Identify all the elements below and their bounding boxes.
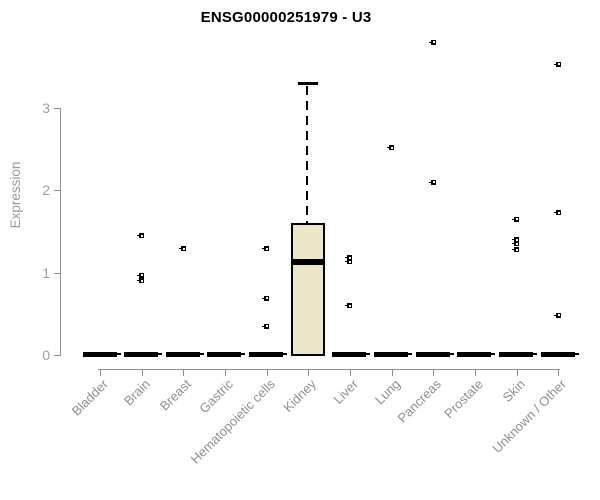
zero-bar [82, 351, 121, 357]
x-tick [391, 370, 393, 376]
y-tick [54, 190, 60, 192]
outlier-point [262, 246, 270, 252]
outlier-point [345, 255, 353, 261]
y-tick [54, 272, 60, 274]
whisker-cap [298, 82, 319, 85]
x-tick-label: Prostate [441, 376, 486, 422]
zero-bar [332, 351, 371, 357]
outlier-point [137, 278, 145, 284]
x-tick [266, 370, 268, 376]
outlier-point [345, 303, 353, 309]
zero-bar [499, 351, 538, 357]
x-tick [558, 370, 560, 376]
outlier-point [428, 39, 436, 45]
zero-bar [207, 351, 246, 357]
x-tick-label: Unknown / Other [489, 376, 570, 456]
chart-title: ENSG00000251979 - U3 [200, 9, 372, 26]
zero-bar [124, 351, 163, 357]
x-tick [349, 370, 351, 376]
x-tick-label: Kidney [280, 376, 320, 416]
y-tick-label: 0 [42, 347, 50, 363]
zero-bar [165, 351, 204, 357]
outlier-point [178, 246, 186, 252]
outlier-point [137, 272, 145, 278]
outlier-point [512, 216, 520, 222]
outlier-point [553, 312, 561, 318]
outlier-point [553, 61, 561, 67]
zero-bar [457, 351, 496, 357]
x-tick [516, 370, 518, 376]
x-tick [141, 370, 143, 376]
x-tick-label: Lung [371, 376, 403, 408]
x-tick [474, 370, 476, 376]
zero-bar [415, 351, 454, 357]
outlier-point [262, 295, 270, 301]
boxplot-box [291, 223, 326, 357]
x-tick [308, 370, 310, 376]
outlier-point [387, 145, 395, 151]
outlier-point [553, 210, 561, 216]
y-tick [54, 108, 60, 109]
boxplot-median [291, 258, 326, 265]
outlier-point [512, 241, 520, 247]
outlier-point [137, 233, 145, 239]
zero-bar [540, 351, 579, 357]
x-tick-label: Brain [120, 376, 153, 409]
y-tick-label: 3 [42, 100, 50, 116]
outlier-point [512, 247, 520, 253]
zero-bar [249, 351, 288, 357]
outlier-point [512, 237, 520, 243]
outlier-point [262, 323, 270, 329]
y-tick-label: 2 [42, 182, 50, 199]
boxplot-whisker [306, 86, 309, 224]
x-tick [183, 370, 185, 376]
x-tick-label: Gastric [196, 376, 236, 417]
x-tick [224, 370, 226, 376]
x-tick-label: Hematopoietic cells [187, 376, 278, 467]
x-axis-line [98, 369, 561, 370]
x-tick-label: Bladder [68, 376, 111, 419]
x-tick [100, 370, 101, 376]
outlier-point [428, 179, 436, 185]
x-tick [433, 370, 435, 376]
outlier-point [345, 259, 353, 265]
y-axis-line [60, 108, 61, 356]
x-tick-label: Liver [330, 376, 361, 407]
x-tick-label: Pancreas [394, 376, 445, 426]
zero-bar [374, 351, 413, 357]
x-tick-label: Skin [499, 376, 528, 405]
y-tick-label: 1 [42, 264, 50, 281]
y-tick [54, 355, 60, 356]
x-tick-label: Breast [157, 376, 195, 414]
